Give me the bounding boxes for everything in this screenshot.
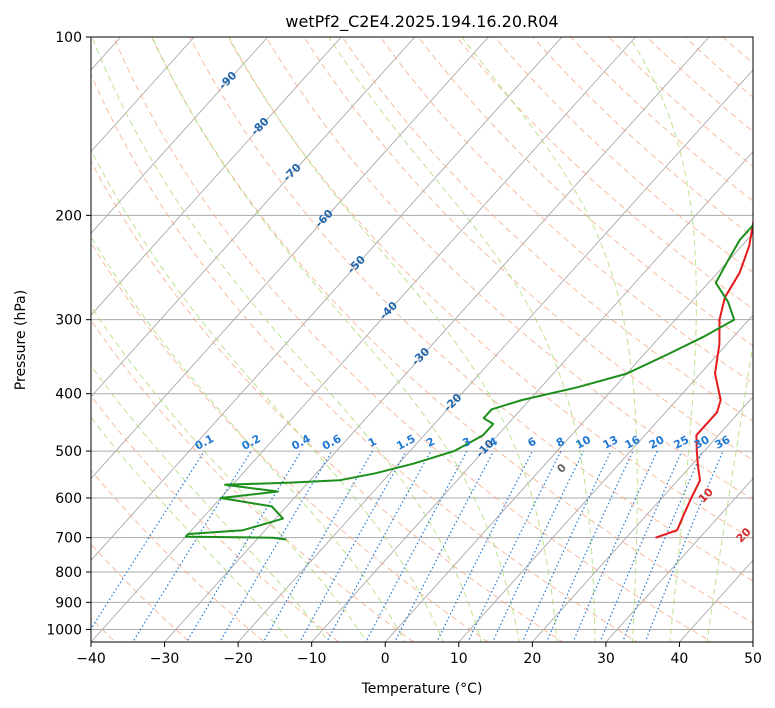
dry-adiabat-line	[113, 37, 713, 642]
mixing-ratio-line	[621, 450, 703, 642]
mixing-ratio-label: 20	[647, 433, 667, 452]
dry-adiabat-line	[91, 543, 191, 642]
moist-adiabat-line	[151, 37, 520, 642]
dry-adiabats	[91, 10, 775, 654]
moist-adiabat-line	[328, 37, 596, 642]
mixing-ratio-line	[326, 450, 432, 642]
dry-adiabat-line	[189, 37, 753, 582]
moist-adiabat-line	[228, 37, 558, 642]
mixing-ratio-line	[299, 450, 407, 642]
y-tick-label: 300	[55, 313, 82, 329]
y-axis-label: Pressure (hPa)	[13, 290, 29, 390]
isotherm-line	[91, 37, 342, 316]
y-tick-label: 200	[55, 208, 82, 224]
mixing-ratio-line	[365, 450, 468, 642]
mixing-ratio-line	[91, 450, 205, 631]
mixing-ratio-line	[572, 450, 658, 642]
moist-adiabat-line	[91, 235, 406, 642]
x-tick-label: −30	[150, 651, 180, 667]
moist-adiabat-line	[706, 340, 753, 642]
y-tick-label: 1000	[46, 622, 82, 638]
x-tick-label: −10	[297, 651, 327, 667]
y-tick-label: 500	[55, 444, 82, 460]
mixing-ratio-label: 13	[601, 433, 621, 452]
y-tick-label: 800	[55, 565, 82, 581]
isotherm-line	[531, 396, 753, 642]
moist-adiabats	[91, 37, 753, 642]
mixing-ratio-label: 30	[692, 433, 712, 452]
moist-adiabat-line	[91, 364, 330, 642]
moist-adiabat-line	[628, 37, 697, 642]
axes: −40 −30 −20 −10 0 10 20 30 40 50 100 200 300 400 500 60…	[46, 30, 762, 667]
y-tick-label: 600	[55, 491, 82, 507]
dewpoint-line	[184, 223, 753, 541]
dry-adiabat-line	[227, 37, 753, 541]
x-tick-label: 0	[381, 651, 390, 667]
mixing-ratio-line	[467, 450, 562, 642]
y-tick-label: 400	[55, 387, 82, 403]
moist-adiabat-line	[461, 37, 638, 642]
x-axis-label: Temperature (°C)	[361, 681, 483, 697]
moist-adiabat-line	[91, 416, 292, 642]
isotherm-line	[605, 477, 753, 642]
mixing-ratio-label: 16	[623, 433, 643, 452]
y-tick-label: 700	[55, 531, 82, 547]
y-tick-label: 900	[55, 595, 82, 611]
moist-adiabat-line	[91, 148, 444, 642]
isotherm-line	[91, 37, 563, 561]
x-tick-label: 30	[597, 651, 615, 667]
x-tick-label: 50	[744, 651, 762, 667]
chart-title: wetPf2_C2E4.2025.194.16.20.R04	[285, 12, 558, 32]
dry-adiabat-line	[91, 319, 415, 642]
dry-adiabat-line	[455, 37, 753, 310]
isotherm-line	[752, 641, 753, 642]
dry-adiabat-line	[91, 241, 489, 642]
mixing-ratio-label: 25	[672, 433, 692, 452]
mixing-ratio-line	[132, 450, 252, 642]
mixing-ratio-line	[262, 450, 374, 642]
mixing-ratio-line	[492, 450, 585, 642]
y-tick-label: 100	[55, 30, 82, 46]
x-tick-label: 40	[671, 651, 689, 667]
mixing-ratio-line	[219, 450, 333, 642]
mixing-ratio-line	[599, 450, 683, 642]
dry-adiabat-line	[91, 160, 564, 642]
isotherm-line	[384, 232, 753, 642]
x-tick-label: −40	[76, 651, 106, 667]
temperature-line	[655, 218, 753, 539]
mixing-ratio-line	[644, 450, 724, 642]
dry-adiabat-line	[768, 10, 775, 654]
x-tick-label: −20	[223, 651, 253, 667]
isotherm-line	[91, 37, 636, 642]
dry-adiabat-line	[417, 37, 753, 347]
isotherm-line	[164, 37, 710, 642]
isotherm-line	[91, 37, 416, 398]
dry-adiabat-line	[265, 37, 753, 501]
plot-background	[91, 37, 753, 642]
mixing-ratio-label: 10	[573, 433, 593, 452]
plot-area	[91, 37, 753, 642]
mixing-ratio-lines	[91, 450, 724, 642]
isotherm-line	[91, 37, 269, 235]
x-tick-label: 20	[523, 651, 541, 667]
plot-frame	[90, 36, 754, 643]
x-tick-label: 10	[450, 651, 468, 667]
isotherm-line	[237, 69, 753, 642]
dry-adiabat-line	[91, 469, 266, 642]
dry-adiabat-line	[151, 37, 753, 624]
profile-series	[184, 218, 753, 541]
isotherm-line	[458, 314, 753, 642]
moist-adiabat-line	[91, 305, 368, 642]
isotherm-line	[91, 37, 195, 153]
mixing-ratio-line	[185, 450, 302, 642]
mixing-ratio-label: 36	[713, 433, 733, 452]
dry-adiabat-line	[303, 37, 753, 461]
moist-adiabat-line	[91, 37, 482, 642]
dry-adiabat-line	[91, 73, 639, 642]
